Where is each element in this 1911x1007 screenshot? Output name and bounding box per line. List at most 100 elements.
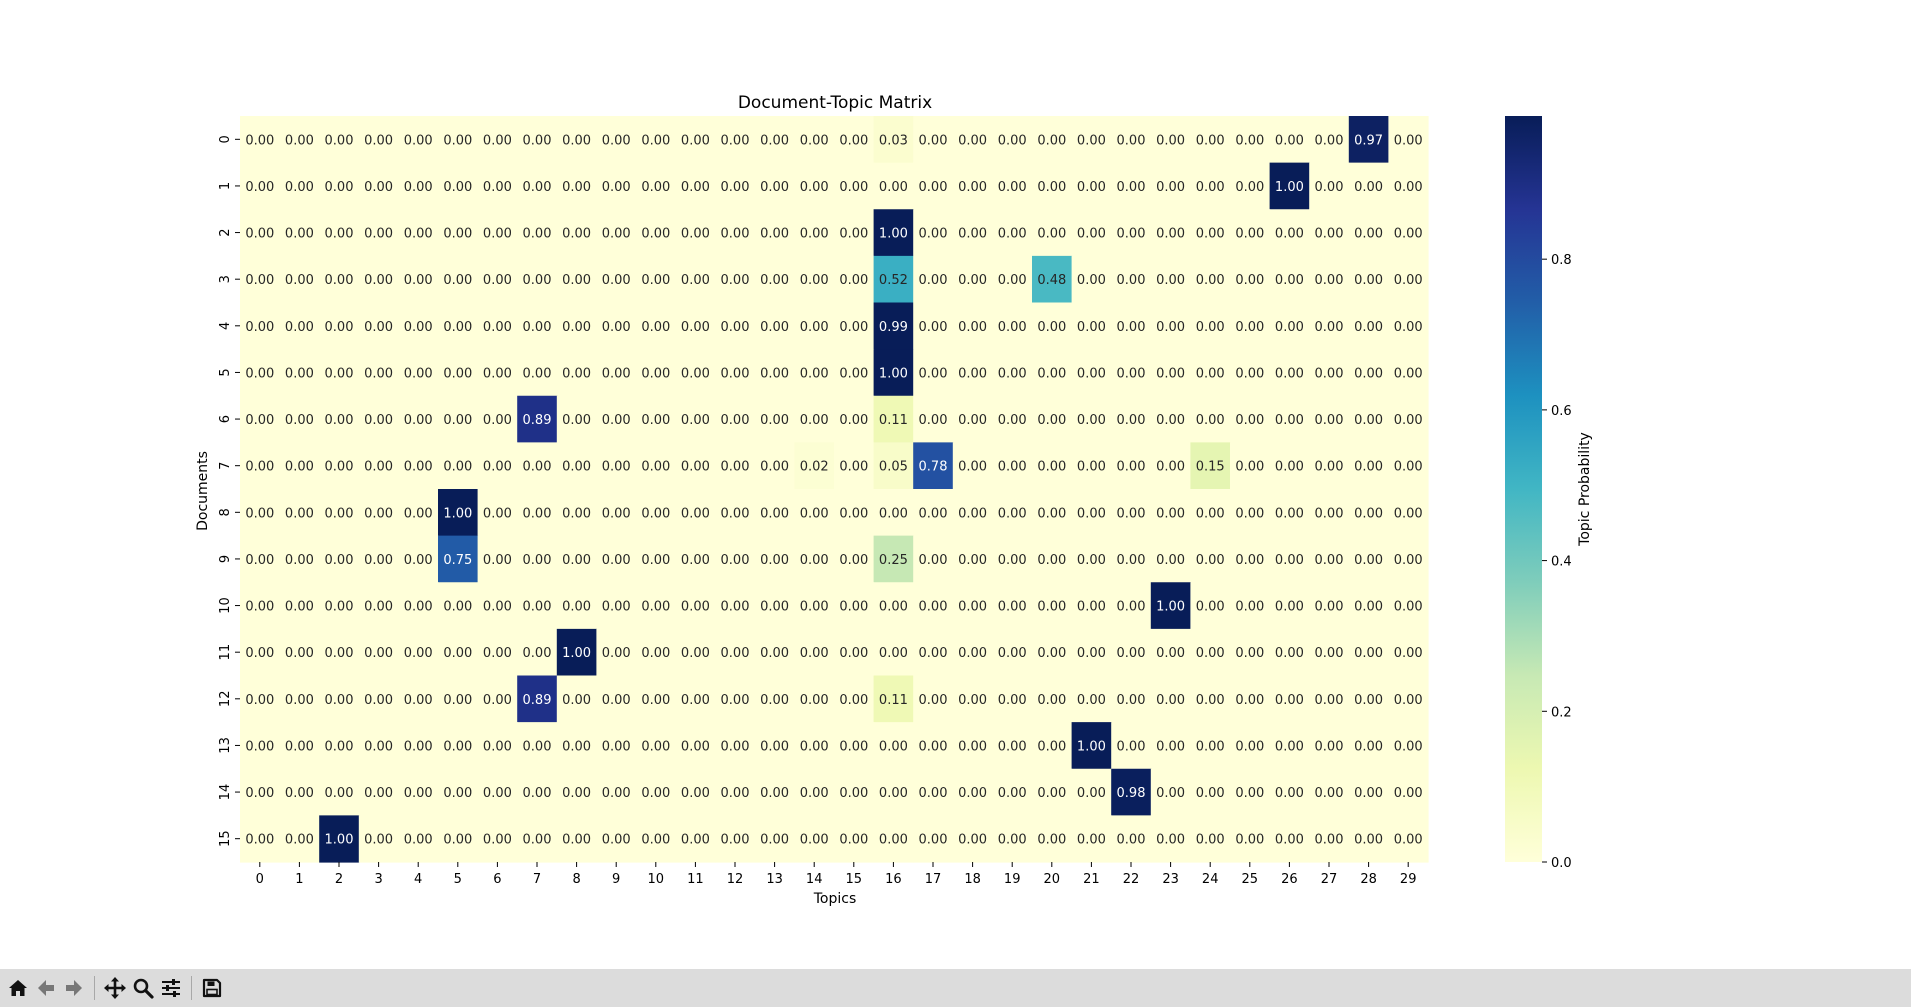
cell-value-label: 0.00 [602,833,631,848]
heatmap-cell [319,722,360,770]
heatmap-cell [715,116,756,164]
cell-value-label: 0.00 [1196,786,1225,801]
save-button[interactable] [198,973,226,1003]
cell-value-label: 0.00 [681,833,710,848]
cell-value-label: 0.00 [1275,366,1304,381]
heatmap-cell [754,722,795,770]
heatmap-cell [319,628,360,677]
heatmap-cell [952,162,993,210]
cell-value-label: 0.00 [839,413,868,428]
cell-value-label: 0.00 [1196,273,1225,288]
zoom-button[interactable] [129,973,157,1003]
cell-value-label: 0.00 [721,600,750,615]
cell-value-label: 0.00 [958,506,987,521]
heatmap-cell [1388,815,1429,863]
cell-value-label: 0.00 [325,180,354,195]
cell-value-label: 0.00 [562,460,591,475]
heatmap-cell [1111,675,1152,723]
home-button[interactable] [4,973,32,1003]
heatmap-cell [1388,442,1429,490]
toolbar-separator [94,976,95,1000]
cell-value-label: 0.00 [245,786,274,801]
heatmap-cell [913,768,954,816]
heatmap-cell [1230,768,1271,816]
cell-value-label: 0.00 [1156,506,1185,521]
cell-value-label: 0.00 [325,320,354,335]
colorbar-label: Topic Probability [1577,432,1593,547]
cell-value-label: 0.00 [681,227,710,242]
heatmap-cell [1388,395,1429,443]
heatmap-cell [715,442,756,490]
y-tick-label: 8 [218,508,233,516]
heatmap-cell [873,162,914,210]
cell-value-label: 0.00 [404,273,433,288]
forward-button[interactable] [60,973,88,1003]
heatmap-cell [754,582,795,630]
cell-value-label: 0.00 [1156,833,1185,848]
pan-button[interactable] [101,973,129,1003]
heatmap-cell [438,582,479,630]
cell-value-label: 0.00 [443,833,472,848]
cell-value-label: 0.00 [1037,180,1066,195]
heatmap-cell [952,815,993,863]
heatmap-cell [1032,768,1073,816]
heatmap-cell [240,302,281,350]
heatmap-cell [992,582,1033,630]
cell-value-label: 0.00 [404,693,433,708]
heatmap-cell [1071,768,1112,816]
heatmap-cell [636,255,677,304]
back-button[interactable] [32,973,60,1003]
heatmap-cell [1150,628,1191,677]
cell-value-label: 0.00 [285,413,314,428]
cell-value-label: 0.00 [602,693,631,708]
cell-value-label: 0.00 [1315,413,1344,428]
heatmap-cell [1269,628,1310,677]
cell-value-label: 0.00 [245,273,274,288]
heatmap-cell [952,209,993,257]
heatmap-cell [1230,395,1271,443]
heatmap-cell [1190,489,1231,537]
heatmap-cell [1032,302,1073,350]
heatmap-cell [596,255,637,304]
cell-value-label: 0.00 [1315,553,1344,568]
heatmap-cell [1348,442,1389,490]
configure-subplots-button[interactable] [157,973,185,1003]
cell-value-label: 0.00 [800,739,829,754]
heatmap-cell [1230,628,1271,677]
heatmap-cell [873,395,914,443]
heatmap-cell [477,535,518,583]
cell-value-label: 0.00 [1156,693,1185,708]
cell-value-label: 0.00 [404,133,433,148]
heatmap-cell [754,349,795,397]
cell-value-label: 0.00 [1235,413,1264,428]
heatmap-cell [754,395,795,443]
cell-value-label: 0.00 [760,506,789,521]
heatmap-cell [1071,675,1112,723]
cell-value-label: 0.00 [1037,739,1066,754]
cell-value-label: 0.00 [562,739,591,754]
cell-value-label: 0.00 [800,320,829,335]
colorbar-tick-label: 0.6 [1551,404,1572,419]
cell-value-label: 0.00 [641,693,670,708]
cell-value-label: 0.00 [1275,460,1304,475]
cell-value-label: 0.00 [245,133,274,148]
heatmap-cell [754,628,795,677]
heatmap-cell [675,535,716,583]
heatmap-cell [596,768,637,816]
heatmap-cell [952,302,993,350]
heatmap-cell [556,162,597,210]
heatmap-cell [834,675,875,723]
cell-value-label: 0.00 [483,833,512,848]
toolbar-separator [191,976,192,1000]
cell-value-label: 0.00 [760,413,789,428]
cell-value-label: 0.00 [325,600,354,615]
cell-value-label: 0.00 [1117,133,1146,148]
heatmap-cell [675,209,716,257]
cell-value-label: 0.00 [325,413,354,428]
heatmap-cell [1309,395,1350,443]
heatmap-cell [477,628,518,677]
x-tick-label: 8 [572,872,580,887]
cell-value-label: 0.15 [1196,460,1225,475]
cell-value-label: 0.00 [760,366,789,381]
cell-value-label: 0.00 [562,227,591,242]
